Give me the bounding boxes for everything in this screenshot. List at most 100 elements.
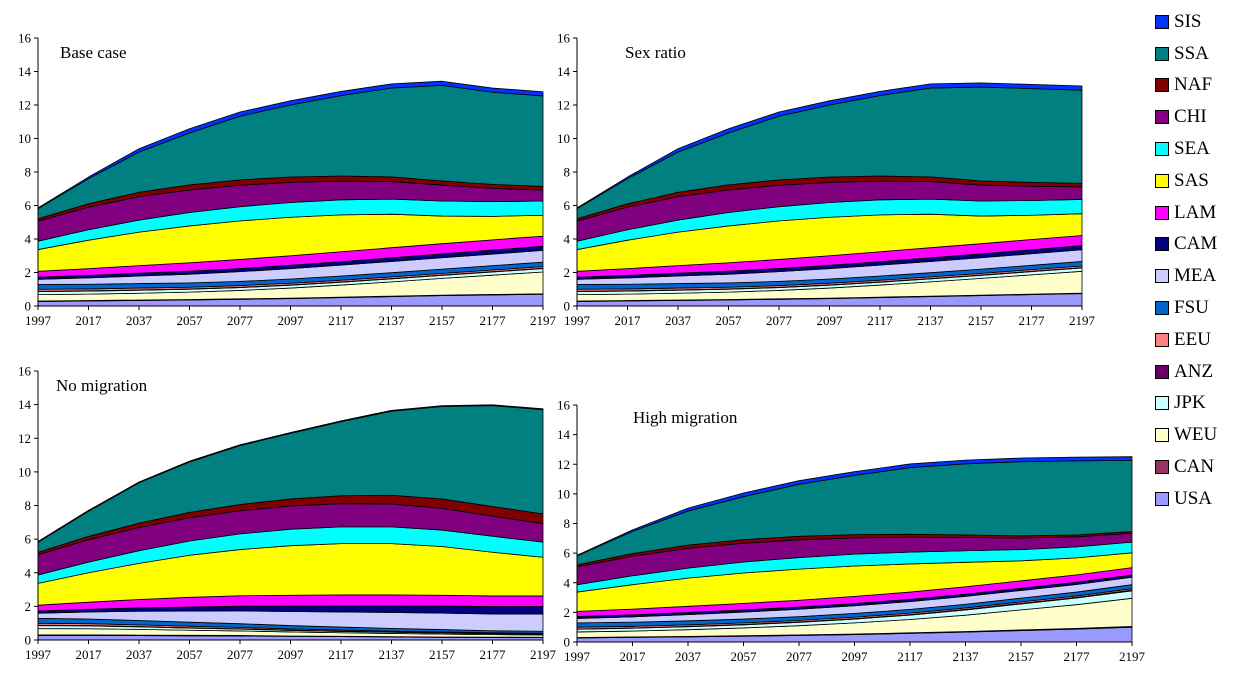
legend: SIS SSA NAF CHI SEA SAS LAM CAM MEA FSU … [1155,6,1243,515]
legend-item-usa: USA [1155,483,1243,515]
legend-swatch [1155,269,1169,284]
legend-swatch [1155,78,1169,93]
y-tick-label: 12 [557,98,570,113]
chart-title: High migration [633,408,738,427]
x-tick-label: 2017 [615,313,642,328]
legend-label: JPK [1174,392,1206,414]
legend-item-fsu: FSU [1155,292,1243,324]
x-tick-label: 2157 [1008,649,1035,664]
x-tick-label: 2017 [620,649,647,664]
legend-item-mea: MEA [1155,260,1243,292]
chart-sex-ratio: 0 2 4 6 8 10 12 14 16 1997 2017 2037 2057 2077 2097 211… [557,31,1096,329]
x-tick-label: 2037 [665,313,692,328]
x-tick-label: 2117 [328,313,354,328]
area-sis [576,456,1133,557]
x-tick-label: 2137 [918,313,945,328]
y-tick-label: 6 [564,198,571,213]
x-tick-label: 2197 [1119,649,1146,664]
x-tick-label: 2137 [953,649,980,664]
y-tick-label: 16 [18,31,32,46]
area-sis [576,82,1083,210]
legend-swatch [1155,205,1169,220]
y-tick-label: 0 [564,299,571,314]
legend-label: SEA [1174,138,1210,160]
x-tick-label: 2057 [731,649,758,664]
x-tick-label: 2017 [76,647,103,662]
x-tick-label: 2177 [480,313,507,328]
x-tick-label: 2037 [675,649,702,664]
x-tick-label: 1997 [25,647,52,662]
y-tick-label: 12 [557,457,570,472]
x-tick-label: 2097 [842,649,869,664]
y-tick-label: 4 [25,232,32,247]
y-tick-label: 16 [557,31,571,46]
legend-label: ANZ [1174,360,1214,382]
legend-item-ssa: SSA [1155,38,1243,70]
legend-label: MEA [1174,265,1217,287]
y-tick-label: 6 [25,198,32,213]
x-tick-label: 2077 [227,313,254,328]
legend-item-sea: SEA [1155,133,1243,165]
y-tick-label: 14 [557,427,571,442]
legend-swatch [1155,110,1169,125]
x-tick-label: 2177 [480,647,507,662]
legend-label: FSU [1174,297,1209,319]
chart-no-migration: 0 2 4 6 8 10 12 14 16 1997 2017 2037 2057 2077 2097 211… [18,364,557,663]
area-sis [37,404,544,543]
chart-title: Sex ratio [625,43,686,62]
x-tick-label: 2077 [786,649,813,664]
y-tick-label: 2 [564,605,571,620]
x-tick-label: 2157 [429,313,456,328]
legend-swatch [1155,428,1169,443]
y-tick-label: 10 [18,131,31,146]
y-tick-label: 10 [18,464,31,479]
x-tick-label: 2197 [530,647,557,662]
legend-swatch [1155,142,1169,157]
y-tick-label: 10 [557,486,570,501]
x-tick-label: 2177 [1019,313,1046,328]
legend-swatch [1155,173,1169,188]
x-tick-label: 2097 [278,313,305,328]
x-tick-label: 2157 [968,313,995,328]
legend-item-jpk: JPK [1155,388,1243,420]
x-tick-label: 2117 [328,647,354,662]
y-tick-label: 14 [18,397,32,412]
y-tick-label: 8 [25,165,32,180]
y-tick-label: 4 [564,232,571,247]
legend-item-anz: ANZ [1155,356,1243,388]
x-tick-label: 2057 [177,313,204,328]
x-tick-label: 2037 [126,647,153,662]
y-tick-label: 12 [18,98,31,113]
y-tick-label: 4 [564,575,571,590]
y-tick-label: 14 [557,64,571,79]
x-tick-label: 2137 [379,313,406,328]
legend-item-weu: WEU [1155,419,1243,451]
legend-label: CAN [1174,456,1215,478]
x-tick-label: 2057 [716,313,743,328]
legend-swatch [1155,460,1169,475]
y-tick-label: 8 [564,165,571,180]
area-sis [37,80,544,210]
y-tick-label: 16 [18,364,32,379]
legend-item-naf: NAF [1155,70,1243,102]
legend-label: SIS [1174,10,1202,32]
x-tick-label: 2077 [766,313,793,328]
legend-swatch [1155,396,1169,411]
legend-item-sis: SIS [1155,6,1243,38]
legend-label: CHI [1174,106,1207,128]
legend-label: LAM [1174,201,1217,223]
x-tick-label: 2117 [897,649,923,664]
x-tick-label: 2077 [227,647,254,662]
y-tick-label: 0 [564,635,571,650]
chart-title: Base case [60,43,127,62]
legend-swatch [1155,237,1169,252]
legend-swatch [1155,364,1169,379]
x-tick-label: 2037 [126,313,153,328]
legend-swatch [1155,46,1169,61]
legend-item-sas: SAS [1155,165,1243,197]
chart-base-case: 0 2 4 6 8 10 12 14 16 1997 2017 2037 2057 2077 2097 211… [18,31,557,329]
y-tick-label: 6 [25,532,32,547]
legend-label: SSA [1174,42,1209,64]
y-tick-label: 2 [25,265,32,280]
